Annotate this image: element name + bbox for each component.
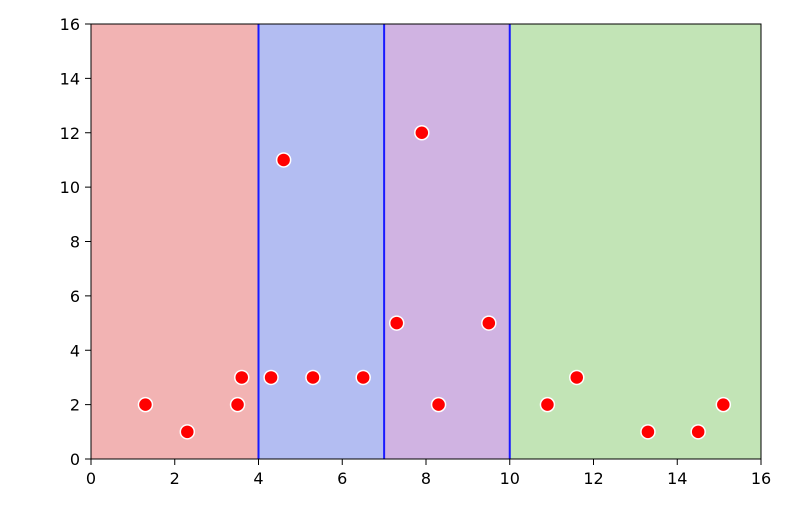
data-point-9 [388, 315, 405, 331]
y-tick-label: 12 [60, 124, 80, 143]
data-point-4 [234, 369, 250, 386]
data-point-10 [414, 125, 430, 141]
y-tick-label: 2 [70, 396, 80, 415]
x-tick-label: 0 [86, 469, 96, 488]
data-point-6 [275, 152, 292, 168]
data-point-3 [229, 396, 246, 413]
region-3 [384, 24, 510, 459]
data-point-5 [263, 369, 279, 386]
x-axis: 0 2 4 6 8 10 12 14 16 [86, 459, 771, 488]
y-tick-label: 4 [70, 341, 80, 360]
data-point-1 [137, 396, 154, 413]
y-tick-label: 6 [70, 287, 80, 306]
data-point-8 [355, 369, 371, 386]
boundaries-layer [257, 24, 511, 459]
data-point-13 [539, 396, 556, 413]
y-tick-label: 16 [60, 15, 80, 34]
data-point-16 [690, 424, 706, 440]
x-tick-label: 12 [583, 469, 603, 488]
data-point-17 [715, 396, 732, 413]
y-tick-label: 14 [60, 69, 80, 88]
data-point-14 [569, 369, 585, 386]
x-tick-label: 6 [337, 469, 347, 488]
points-layer [137, 125, 732, 440]
x-tick-label: 4 [253, 469, 263, 488]
data-point-2 [179, 424, 196, 440]
region-1 [91, 24, 259, 459]
x-tick-label: 14 [667, 469, 687, 488]
x-tick-label: 10 [500, 469, 520, 488]
x-tick-label: 16 [751, 469, 771, 488]
regions-layer [91, 24, 761, 459]
x-tick-label: 2 [170, 469, 180, 488]
region-2 [258, 24, 385, 459]
data-point-12 [481, 315, 497, 331]
y-tick-label: 8 [70, 233, 80, 252]
y-axis: 0 2 4 6 8 10 12 14 16 [60, 15, 91, 469]
y-tick-label: 0 [70, 450, 80, 469]
data-point-15 [640, 424, 656, 440]
data-point-7 [305, 369, 321, 386]
region-4 [509, 24, 761, 459]
y-tick-label: 10 [60, 178, 80, 197]
data-point-11 [430, 396, 447, 413]
x-tick-label: 8 [421, 469, 431, 488]
